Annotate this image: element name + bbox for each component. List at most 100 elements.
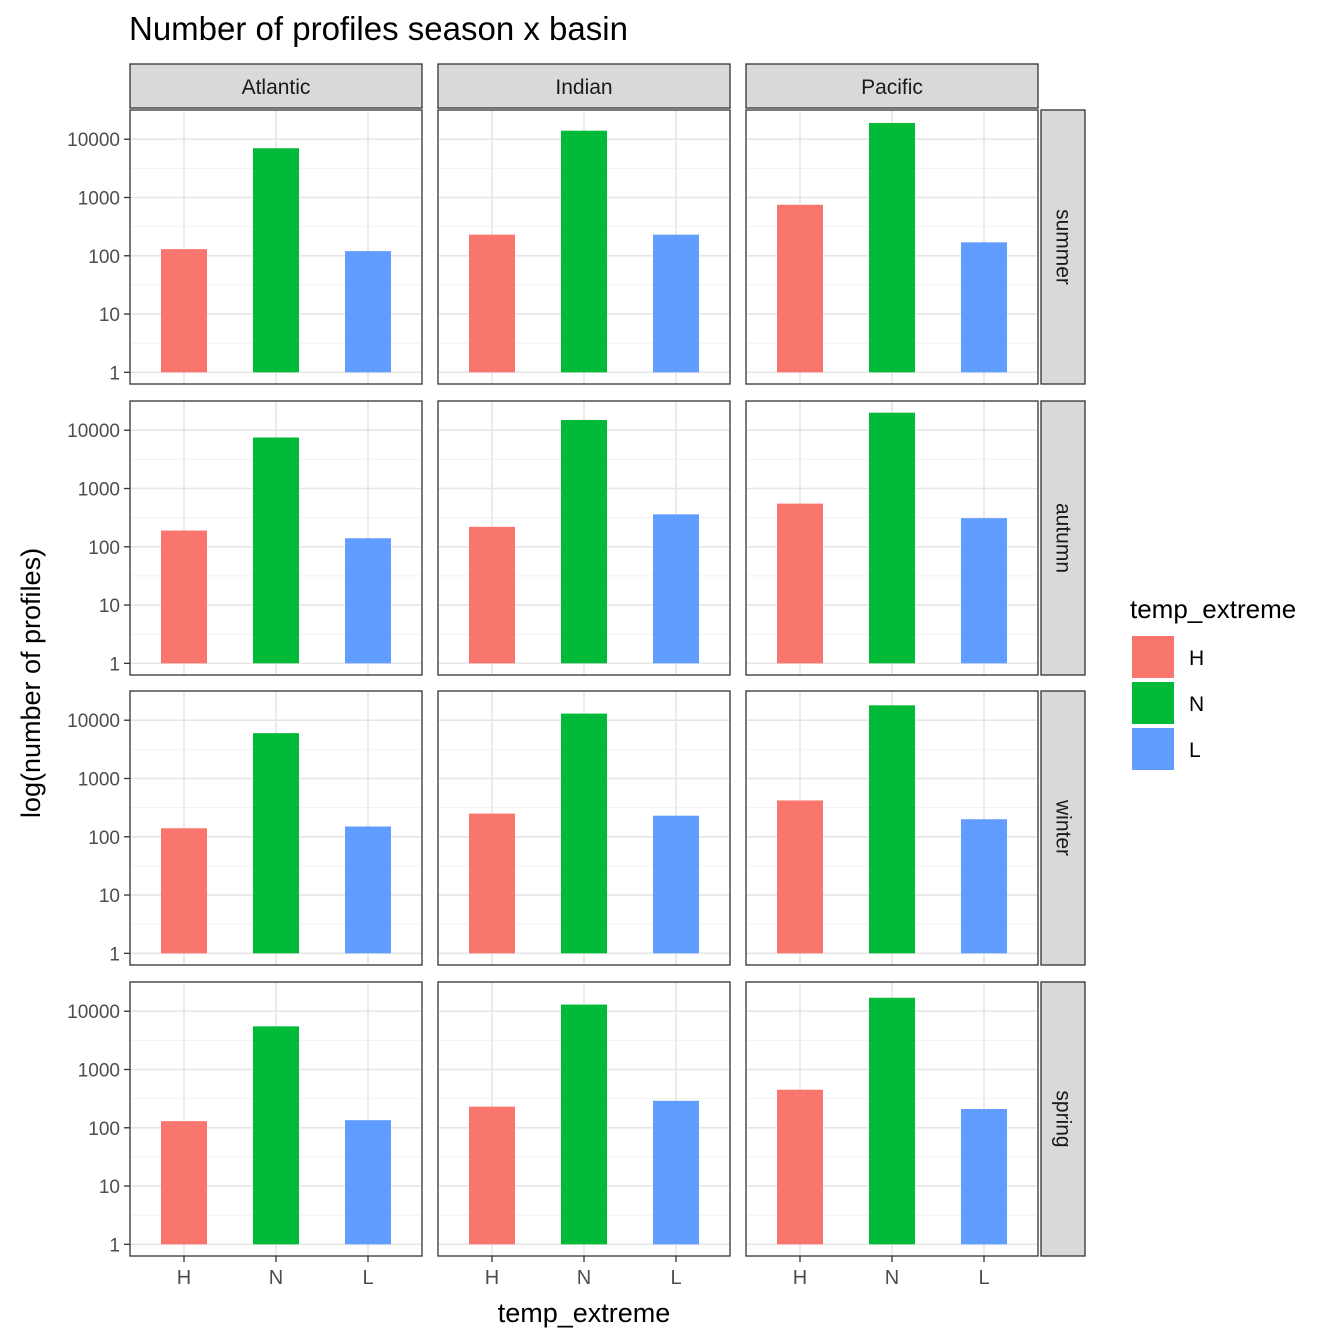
bar-l bbox=[345, 826, 391, 954]
x-tick-label: N bbox=[885, 1267, 899, 1289]
y-tick-label: 10000 bbox=[67, 130, 120, 151]
y-tick-label: 10 bbox=[99, 886, 120, 907]
bar-l bbox=[345, 1120, 391, 1245]
bar-n bbox=[869, 705, 915, 954]
strip-winter bbox=[1040, 690, 1086, 966]
bar-h bbox=[469, 1106, 515, 1245]
strip-label-atlantic: Atlantic bbox=[242, 76, 311, 99]
y-tick-label: 1000 bbox=[78, 1060, 120, 1081]
legend-label-l: L bbox=[1189, 739, 1201, 762]
strip-autumn bbox=[1040, 400, 1086, 676]
x-tick-label: N bbox=[577, 1267, 591, 1289]
bar-h bbox=[777, 204, 823, 373]
x-tick-label: H bbox=[485, 1267, 499, 1289]
x-tick-label: N bbox=[269, 1267, 283, 1289]
y-tick-label: 1 bbox=[109, 654, 120, 675]
bar-h bbox=[161, 249, 207, 373]
y-tick-label: 100 bbox=[88, 538, 120, 559]
y-tick-label: 10 bbox=[99, 596, 120, 617]
bar-h bbox=[161, 828, 207, 954]
panel-summer-atlantic: 1 10 100 1000 10000 bbox=[67, 109, 423, 385]
legend-label-n: N bbox=[1189, 693, 1204, 716]
bar-l bbox=[345, 251, 391, 373]
panel-border bbox=[129, 400, 423, 676]
legend-key-n bbox=[1132, 682, 1174, 724]
strip-summer bbox=[1040, 109, 1086, 385]
strip-label-pacific: Pacific bbox=[861, 76, 923, 99]
bar-l bbox=[653, 1100, 699, 1245]
bar-l bbox=[961, 1108, 1007, 1245]
y-tick-label: 10000 bbox=[67, 711, 120, 732]
bar-n bbox=[253, 437, 299, 664]
panel-spring-atlantic: 1 10 100 1000 10000 H N L bbox=[67, 981, 423, 1289]
y-tick-label: 1000 bbox=[78, 479, 120, 500]
bar-n bbox=[253, 733, 299, 954]
panel-border bbox=[129, 690, 423, 966]
y-axis-label: log(number of profiles) bbox=[16, 548, 46, 818]
legend-title: temp_extreme bbox=[1130, 594, 1296, 624]
panel-autumn-indian bbox=[437, 400, 731, 676]
bar-l bbox=[345, 538, 391, 664]
strip-label-indian: Indian bbox=[555, 76, 612, 99]
x-tick-label: L bbox=[670, 1267, 681, 1289]
bar-h bbox=[777, 1089, 823, 1245]
bar-h bbox=[777, 800, 823, 954]
panel-autumn-pacific bbox=[745, 400, 1039, 676]
panel-winter-pacific bbox=[745, 690, 1039, 966]
bar-h bbox=[161, 1121, 207, 1245]
x-tick-label: H bbox=[177, 1267, 191, 1289]
bar-n bbox=[869, 122, 915, 373]
panel-autumn-atlantic: 1 10 100 1000 10000 bbox=[67, 400, 423, 676]
strip-atlantic bbox=[129, 63, 423, 109]
panel-border bbox=[437, 400, 731, 676]
strip-label-summer: summer bbox=[1052, 209, 1075, 285]
strip-pacific bbox=[745, 63, 1039, 109]
y-tick-label: 10000 bbox=[67, 421, 120, 442]
strip-label-spring: spring bbox=[1052, 1090, 1075, 1147]
x-axis-label: temp_extreme bbox=[498, 1298, 671, 1328]
bar-n bbox=[253, 148, 299, 373]
x-tick-label: L bbox=[978, 1267, 989, 1289]
x-tick-label: H bbox=[793, 1267, 807, 1289]
x-tick-label: L bbox=[362, 1267, 373, 1289]
bar-n bbox=[561, 713, 607, 954]
bar-n bbox=[561, 1004, 607, 1245]
bar-l bbox=[961, 242, 1007, 373]
panel-winter-indian bbox=[437, 690, 731, 966]
bar-h bbox=[161, 530, 207, 664]
bar-n bbox=[869, 997, 915, 1245]
bar-h bbox=[469, 234, 515, 373]
legend-key-l bbox=[1132, 728, 1174, 770]
y-tick-label: 1 bbox=[109, 944, 120, 965]
bar-l bbox=[961, 518, 1007, 664]
bar-h bbox=[469, 526, 515, 664]
strip-label-winter: winter bbox=[1052, 799, 1075, 856]
panel-border bbox=[745, 690, 1039, 966]
bar-n bbox=[253, 1026, 299, 1245]
bar-n bbox=[561, 130, 607, 373]
y-tick-label: 10 bbox=[99, 1177, 120, 1198]
y-tick-label: 1 bbox=[109, 1235, 120, 1256]
bar-l bbox=[653, 234, 699, 373]
strip-label-autumn: autumn bbox=[1052, 503, 1075, 573]
bar-n bbox=[869, 412, 915, 664]
strip-spring bbox=[1040, 981, 1086, 1257]
y-tick-label: 100 bbox=[88, 1119, 120, 1140]
y-tick-label: 100 bbox=[88, 828, 120, 849]
y-tick-label: 1 bbox=[109, 363, 120, 384]
panel-border bbox=[745, 400, 1039, 676]
legend-label-h: H bbox=[1189, 647, 1204, 670]
bar-h bbox=[469, 813, 515, 954]
panel-border bbox=[129, 109, 423, 385]
facet-panels: Atlantic Indian Pacific summer autumn winter s… bbox=[67, 63, 1086, 1289]
panel-border bbox=[437, 690, 731, 966]
strip-indian bbox=[437, 63, 731, 109]
legend: HNL bbox=[1132, 636, 1204, 770]
legend-key-h bbox=[1132, 636, 1174, 678]
panel-border bbox=[745, 109, 1039, 385]
bar-l bbox=[653, 815, 699, 954]
panel-winter-atlantic: 1 10 100 1000 10000 bbox=[67, 690, 423, 966]
